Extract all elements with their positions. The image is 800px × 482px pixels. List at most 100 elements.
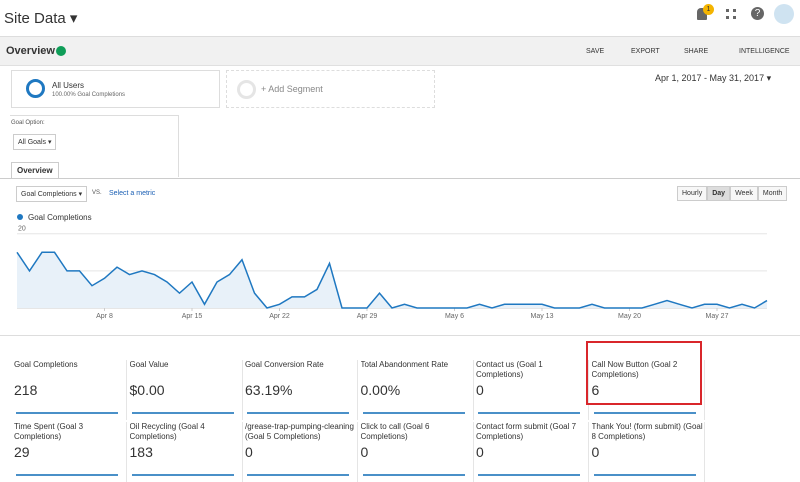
x-tick-label: Apr 29 (357, 313, 378, 320)
sparkline (247, 474, 349, 476)
goal-select-text: All Goals (18, 139, 47, 146)
metric-card[interactable]: Contact form submit (Goal 7 Completions)… (476, 422, 589, 482)
divider (10, 115, 178, 116)
metric-label: Click to call (Goal 6 Completions) (360, 422, 430, 441)
metric-label: Time Spent (Goal 3 Completions) (14, 422, 84, 441)
month[interactable]: Month (757, 186, 788, 201)
metric-value: 0 (476, 382, 484, 398)
x-tick-label: May 13 (531, 313, 554, 320)
segment-detail: 100.00% Goal Completions (52, 92, 126, 98)
metric-label: Call Now Button (Goal 2 Completions) (591, 360, 678, 379)
metric-card[interactable]: Time Spent (Goal 3 Completions) 29 (14, 422, 127, 482)
property-title[interactable]: Site Data ▾ (4, 10, 78, 27)
tab[interactable]: Overview (11, 162, 59, 178)
sparkline (16, 412, 118, 414)
segment-name: All Users (52, 81, 85, 90)
x-tick-label: May 27 (706, 313, 729, 320)
sparkline (16, 474, 118, 476)
metric-label: Goal Value (129, 360, 169, 369)
help-icon[interactable]: ? (751, 7, 764, 20)
metric-card[interactable]: Click to call (Goal 6 Completions) 0 (361, 422, 474, 482)
goal-option-label: Goal Option: (11, 120, 45, 126)
metric-card[interactable]: Goal Value $0.00 (130, 360, 243, 420)
badge: 1 (703, 4, 714, 15)
week[interactable]: Week (730, 186, 758, 201)
metric-label: Goal Completions (14, 360, 78, 369)
apps-icon[interactable] (726, 9, 736, 19)
divider (0, 178, 800, 179)
avatar[interactable] (774, 4, 794, 24)
sparkline (362, 412, 465, 414)
metric-card[interactable]: Call Now Button (Goal 2 Completions) 6 (592, 360, 705, 420)
top-bar: Site Data ▾ 1 ? (0, 0, 800, 37)
metric-value: 183 (129, 444, 153, 460)
metric-card[interactable]: Total Abandonment Rate 0.00% (361, 360, 474, 420)
goal-select[interactable]: All Goals ▾ (13, 134, 57, 150)
date-text: Apr 1, 2017 - May 31, 2017 (655, 73, 765, 83)
toolbar: Overview SAVE EXPORT SHARE INTELLIGENCE (0, 37, 800, 66)
metric-label: Total Abandonment Rate (360, 360, 449, 369)
sparkline (593, 412, 696, 414)
export[interactable]: EXPORT (631, 48, 660, 55)
metric-value: 63.19% (245, 382, 293, 398)
metric-label: Thank You! (form submit) (Goal 8 Complet… (591, 422, 703, 441)
metric-label: Contact us (Goal 1 Completions) (476, 360, 543, 379)
divider (0, 335, 800, 336)
sparkline (131, 412, 234, 414)
metric-value: 29 (14, 444, 30, 460)
add-icon (237, 80, 256, 99)
granularity: Hourly Day Week Month (677, 186, 788, 201)
segment-icon (26, 79, 45, 98)
sparkline (362, 474, 465, 476)
day[interactable]: Day (707, 186, 731, 201)
metric-select[interactable]: Goal Completions ▾ (16, 186, 88, 202)
sparkline (478, 474, 580, 476)
status-icon (56, 46, 66, 56)
line (16, 251, 768, 309)
metric-card[interactable]: Oil Recycling (Goal 4 Completions) 183 (130, 422, 243, 482)
metric-value: 0.00% (360, 382, 401, 398)
date-range[interactable]: Apr 1, 2017 - May 31, 2017 ▾ (655, 73, 772, 83)
sparkline (247, 412, 349, 414)
x-tick-label: Apr 8 (96, 313, 113, 320)
add-segment[interactable]: + Add Segment (226, 70, 435, 108)
metric-label: Contact form submit (Goal 7 Completions) (476, 422, 577, 441)
sparkline (478, 412, 580, 414)
x-tick-label: Apr 15 (182, 313, 203, 320)
metric-label: Goal Conversion Rate (245, 360, 324, 369)
segment[interactable]: All Users 100.00% Goal Completions (11, 70, 220, 108)
add-segment-label: + Add Segment (261, 84, 323, 94)
metric-card[interactable]: Goal Conversion Rate 63.19% (245, 360, 358, 420)
metric-value: 6 (591, 382, 600, 398)
metric-value: 0 (591, 444, 600, 460)
metric-value: 0 (245, 444, 253, 460)
metric-value: 218 (14, 382, 38, 398)
page-title: Overview (6, 45, 55, 57)
metric-card[interactable]: Goal Completions 218 (14, 360, 127, 420)
hourly[interactable]: Hourly (677, 186, 708, 201)
save[interactable]: SAVE (586, 48, 605, 55)
area (17, 252, 767, 308)
select-metric[interactable]: Select a metric (109, 190, 156, 197)
metric-card[interactable]: Contact us (Goal 1 Completions) 0 (476, 360, 589, 420)
intelligence[interactable]: INTELLIGENCE (739, 48, 790, 55)
bell[interactable] (697, 8, 707, 20)
legend-dot (17, 214, 23, 220)
metric-label: /grease-trap-pumping-cleaning (Goal 5 Co… (245, 422, 354, 441)
share[interactable]: SHARE (684, 48, 709, 55)
metric-card[interactable]: Thank You! (form submit) (Goal 8 Complet… (592, 422, 705, 482)
x-tick-label: May 6 (445, 313, 464, 320)
y-tick-label: 20 (18, 226, 26, 233)
x-tick-label: May 20 (618, 313, 641, 320)
sparkline (593, 474, 696, 476)
metric-card[interactable]: /grease-trap-pumping-cleaning (Goal 5 Co… (245, 422, 358, 482)
metric-value: $0.00 (129, 382, 165, 398)
legend-label: Goal Completions (28, 213, 92, 222)
metric-label: Oil Recycling (Goal 4 Completions) (129, 422, 205, 441)
x-tick-label: Apr 22 (269, 313, 290, 320)
vs: VS. (92, 190, 102, 196)
title: Site Data (4, 10, 66, 27)
metric-text: Goal Completions (21, 191, 77, 198)
